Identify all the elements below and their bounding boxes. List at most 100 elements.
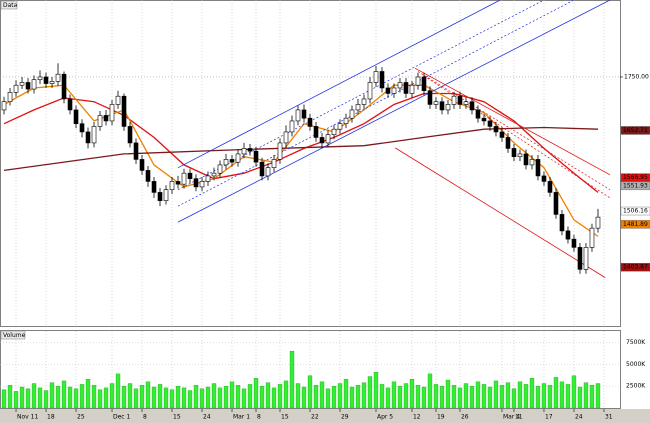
volume-bar (553, 377, 559, 409)
price-tag-label: 1566.95 (623, 174, 648, 181)
candle-body (229, 159, 235, 163)
x-tick-label: 31 (605, 414, 613, 421)
price-tag (620, 181, 650, 191)
volume-bar (163, 387, 169, 409)
volume-bar (283, 380, 289, 409)
candle-body (289, 120, 295, 133)
price-tag (620, 173, 650, 182)
candle-body (541, 175, 547, 182)
candle-body (121, 95, 127, 127)
volume-bar (571, 375, 577, 409)
x-tick-label: 24 (575, 414, 583, 421)
volume-bar (589, 385, 595, 409)
x-tick-label: 17 (545, 414, 553, 421)
x-tick-label: 8 (257, 414, 261, 421)
volume-bar (79, 384, 85, 409)
candle-body (469, 101, 475, 111)
candle-body (373, 71, 379, 83)
volume-bar (229, 381, 235, 409)
candle-body (523, 153, 529, 166)
volume-bar (385, 387, 391, 409)
volume-bar (109, 383, 115, 409)
volume-bar (235, 385, 241, 409)
volume-tick-label: 7500K (626, 339, 646, 346)
volume-bar (595, 383, 601, 409)
volume-bar (19, 386, 25, 409)
candle-body (499, 131, 505, 138)
candle-body (457, 95, 463, 105)
candle-body (451, 95, 457, 105)
candle-body (379, 71, 385, 89)
price-tag-label: 1403.87 (623, 264, 648, 271)
candle-body (253, 150, 259, 163)
candle-body (295, 109, 301, 122)
volume-bar (259, 385, 265, 409)
price-tag-label: 1481.89 (623, 221, 648, 228)
candle-body (583, 247, 589, 270)
x-tick-label: 15 (173, 414, 181, 421)
candle-body (85, 131, 91, 144)
volume-bar (583, 382, 589, 409)
trendline (177, 0, 575, 207)
volume-bar (301, 386, 307, 409)
price-tag-label: 1652.71 (623, 127, 648, 134)
volume-bar (31, 383, 37, 409)
volume-bar (205, 386, 211, 409)
volume-bar (307, 375, 313, 409)
candle-body (355, 104, 361, 111)
volume-bar (13, 391, 19, 409)
volume-bar (133, 388, 139, 409)
candle-body (7, 92, 13, 103)
candle-body (145, 170, 151, 182)
candle-body (421, 76, 427, 92)
volume-title-box (0, 330, 26, 340)
volume-bar (187, 390, 193, 409)
trendline (394, 147, 606, 278)
candle-body (97, 115, 103, 127)
volume-bar (493, 380, 499, 409)
price-tag (620, 263, 650, 272)
volume-bar (313, 385, 319, 409)
volume-bar (559, 381, 565, 409)
candle-body (247, 148, 253, 152)
volume-bar (169, 389, 175, 409)
x-tick-label: Mar 4 (503, 414, 520, 421)
candle-body (127, 126, 133, 144)
x-tick-label: 22 (311, 414, 319, 421)
candle-body (397, 82, 403, 89)
volume-bar (445, 379, 451, 409)
volume-bar (289, 350, 295, 409)
title-box (0, 0, 18, 10)
candle-body (343, 117, 349, 124)
volume-bar (139, 385, 145, 409)
x-tick-label: 12 (413, 414, 421, 421)
volume-bar (529, 378, 535, 409)
volume-bar (451, 385, 457, 409)
volume-bar (223, 385, 229, 409)
candle-body (505, 137, 511, 149)
volume-bar (511, 388, 517, 409)
candle-body (271, 159, 277, 168)
volume-bar (217, 387, 223, 409)
candle-body (349, 109, 355, 119)
candle-body (403, 82, 409, 94)
candle-body (55, 73, 61, 82)
volume-bar (409, 378, 415, 409)
volume-bar (55, 385, 61, 409)
candle-body (463, 101, 469, 105)
x-tick-label: Mar 1 (233, 414, 250, 421)
x-tick-label: 8 (143, 414, 147, 421)
candle-body (415, 76, 421, 86)
volume-tick-label: 5000K (626, 361, 646, 368)
volume-bar (421, 386, 427, 409)
candle-body (193, 178, 199, 188)
volume-bar (463, 383, 469, 409)
moving-average (3, 126, 599, 172)
volume-bar (7, 385, 13, 409)
candle-body (565, 230, 571, 240)
candle-body (589, 227, 595, 248)
volume-bar (73, 388, 79, 409)
candle-body (241, 148, 247, 155)
candle-body (265, 167, 271, 177)
candle-body (49, 81, 55, 84)
